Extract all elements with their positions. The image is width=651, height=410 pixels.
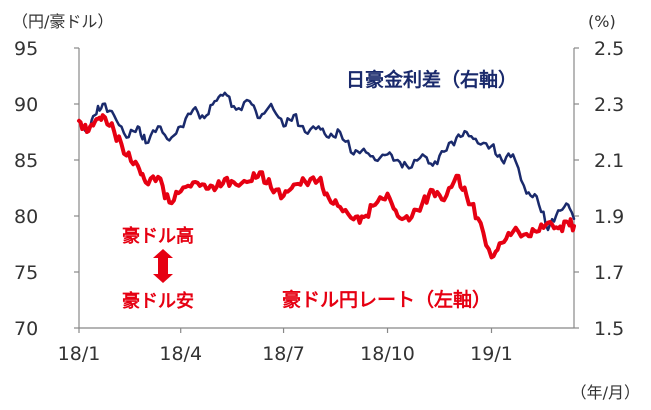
- left-tick-label: 90: [14, 94, 38, 116]
- right-tick-label: 1.5: [594, 318, 624, 340]
- series-layer: [77, 91, 576, 260]
- left-tick-label: 75: [14, 262, 38, 284]
- double-arrow-icon: [153, 249, 173, 283]
- left-tick-label: 85: [14, 150, 38, 172]
- right-axis-unit: (%): [588, 12, 616, 31]
- left-axis-ticks: 95 90 85 80 75 70: [14, 38, 79, 340]
- series-line-aud-jpy: [77, 113, 576, 260]
- left-tick-label: 95: [14, 38, 38, 60]
- x-axis-unit: （年/月）: [571, 383, 640, 402]
- x-axis-ticks: 18/1 18/4 18/7 18/10 19/1: [58, 328, 513, 365]
- right-tick-label: 2.3: [594, 94, 624, 116]
- series-label-aud-jpy: 豪ドル円レート（左軸）: [282, 288, 491, 311]
- series-line-rate-differential: [77, 91, 576, 232]
- left-tick-label: 70: [14, 318, 38, 340]
- x-tick-label: 18/4: [159, 343, 202, 365]
- x-tick-label: 19/1: [470, 343, 513, 365]
- x-tick-label: 18/7: [262, 343, 305, 365]
- left-axis-unit: （円/豪ドル）: [12, 12, 113, 31]
- annotation-aud-strong: 豪ドル高: [122, 225, 194, 247]
- left-tick-label: 80: [14, 206, 38, 228]
- right-tick-label: 1.9: [594, 206, 624, 228]
- x-tick-label: 18/10: [360, 343, 415, 365]
- right-tick-label: 2.5: [594, 38, 624, 60]
- right-tick-label: 1.7: [594, 262, 624, 284]
- right-tick-label: 2.1: [594, 150, 624, 172]
- series-label-rate-differential: 日豪金利差（右軸）: [346, 68, 517, 91]
- right-axis-ticks: 2.5 2.3 2.1 1.9 1.7 1.5: [574, 38, 624, 340]
- annotation-aud-weak: 豪ドル安: [122, 290, 194, 312]
- x-tick-label: 18/1: [58, 343, 101, 365]
